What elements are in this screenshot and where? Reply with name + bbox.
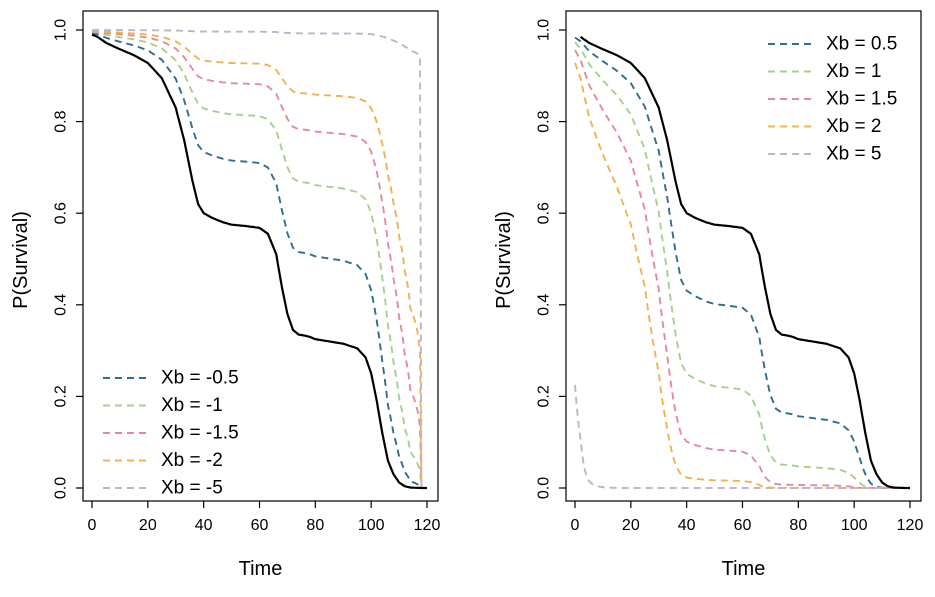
x-tick-label: 100	[358, 517, 385, 534]
x-axis-label: Time	[239, 558, 283, 580]
series-group	[91, 29, 427, 490]
series-group	[574, 36, 910, 490]
x-tick-label: 40	[195, 517, 213, 534]
left-survival-plot: 0 20 40 60 80 100 120 0.0 0.2 0.4 0.6 0.8 1.0 Time P(S…	[10, 10, 441, 580]
series-line	[574, 36, 910, 489]
x-tick-label: 60	[734, 517, 752, 534]
plot-frame	[82, 10, 439, 502]
baseline-survival-line	[91, 33, 427, 490]
plot-frame	[565, 10, 922, 502]
y-axis-label: P(Survival)	[493, 211, 515, 309]
series-line	[91, 29, 427, 489]
legend-entry: Xb = -1.5	[161, 423, 239, 444]
x-tick-label: 0	[88, 517, 97, 534]
y-axis-label: P(Survival)	[10, 211, 32, 309]
y-tick-label: 0.2	[53, 385, 70, 407]
x-tick-label: 120	[414, 517, 441, 534]
series-line	[91, 30, 427, 489]
legend-entry: Xb = 1.5	[826, 89, 897, 110]
y-axis: 0.0 0.2 0.4 0.6 0.8 1.0	[53, 19, 83, 499]
y-tick-label: 1.0	[536, 19, 553, 41]
y-tick-label: 0.4	[536, 294, 553, 316]
legend-entry: Xb = -0.5	[161, 368, 239, 389]
x-tick-label: 120	[897, 517, 924, 534]
series-line	[574, 384, 910, 489]
legend: Xb = -0.5 Xb = -1 Xb = -1.5 Xb = -2 Xb = -5	[103, 368, 239, 499]
y-tick-label: 0.0	[536, 477, 553, 499]
x-tick-label: 100	[841, 517, 868, 534]
x-tick-label: 80	[306, 517, 324, 534]
x-tick-label: 80	[789, 517, 807, 534]
y-tick-label: 0.0	[53, 477, 70, 499]
y-tick-label: 0.4	[53, 294, 70, 316]
legend-entry: Xb = 2	[826, 116, 881, 137]
y-tick-label: 1.0	[53, 19, 70, 41]
right-survival-plot: 0 20 40 60 80 100 120 0.0 0.2 0.4 0.6 0.8 1.0 Time P(S…	[493, 10, 924, 580]
x-tick-label: 60	[251, 517, 269, 534]
y-tick-label: 0.8	[536, 110, 553, 132]
legend: Xb = 0.5 Xb = 1 Xb = 1.5 Xb = 2 Xb = 5	[768, 34, 897, 165]
x-tick-label: 40	[678, 517, 696, 534]
legend-entry: Xb = -2	[161, 450, 223, 471]
x-axis: 0 20 40 60 80 100 120	[571, 501, 924, 534]
y-axis: 0.0 0.2 0.4 0.6 0.8 1.0	[536, 19, 566, 499]
y-tick-label: 0.6	[53, 202, 70, 224]
series-line	[92, 29, 427, 489]
series-line	[574, 41, 910, 489]
legend-entry: Xb = -1	[161, 395, 223, 416]
x-axis: 0 20 40 60 80 100 120	[88, 501, 441, 534]
legend-entry: Xb = 0.5	[826, 34, 897, 55]
legend-entry: Xb = 1	[826, 61, 881, 82]
series-line	[574, 49, 910, 489]
y-tick-label: 0.8	[53, 110, 70, 132]
series-line	[91, 31, 427, 489]
x-tick-label: 0	[571, 517, 580, 534]
baseline-survival-line	[579, 36, 910, 490]
x-tick-label: 20	[622, 517, 640, 534]
legend-entry: Xb = -5	[161, 478, 223, 499]
series-line	[91, 30, 427, 489]
y-tick-label: 0.6	[536, 202, 553, 224]
y-tick-label: 0.2	[536, 385, 553, 407]
x-tick-label: 20	[139, 517, 157, 534]
legend-entry: Xb = 5	[826, 144, 881, 165]
x-axis-label: Time	[722, 558, 766, 580]
